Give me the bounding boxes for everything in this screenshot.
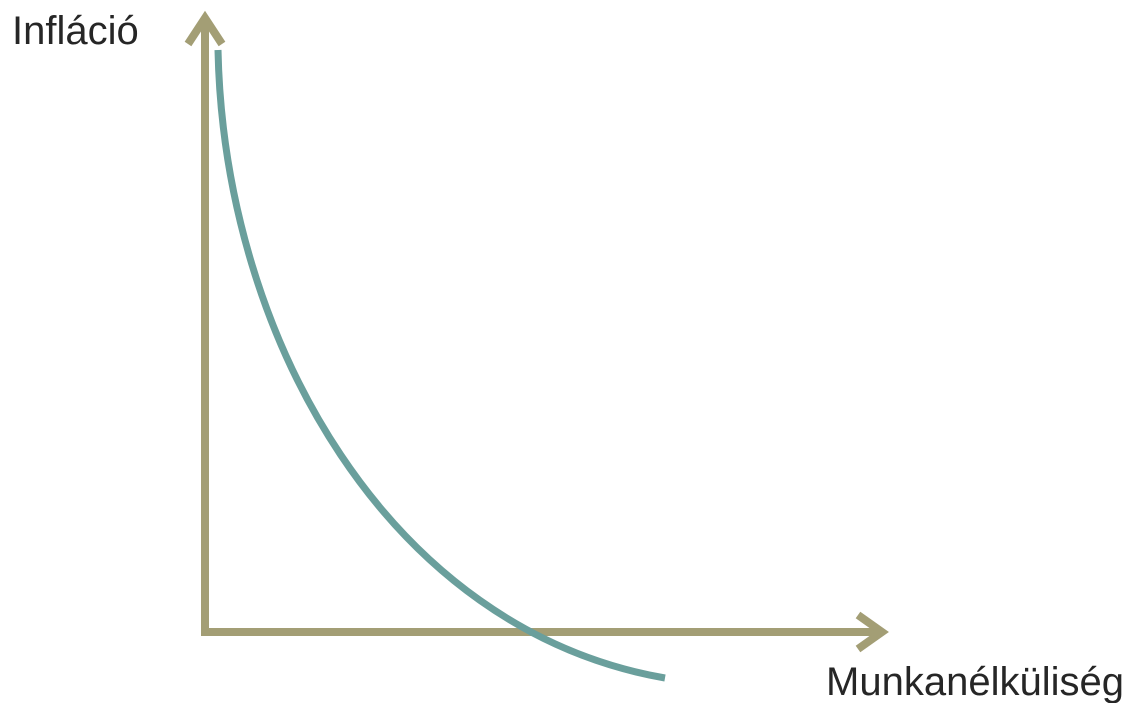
y-axis-label: Infláció (12, 9, 139, 53)
axes (184, 10, 889, 653)
x-axis-arrowhead (855, 611, 889, 653)
y-axis-arrowhead (184, 10, 226, 47)
curve (214, 49, 666, 682)
x-axis-label: Munkanélküliség (826, 660, 1124, 703)
